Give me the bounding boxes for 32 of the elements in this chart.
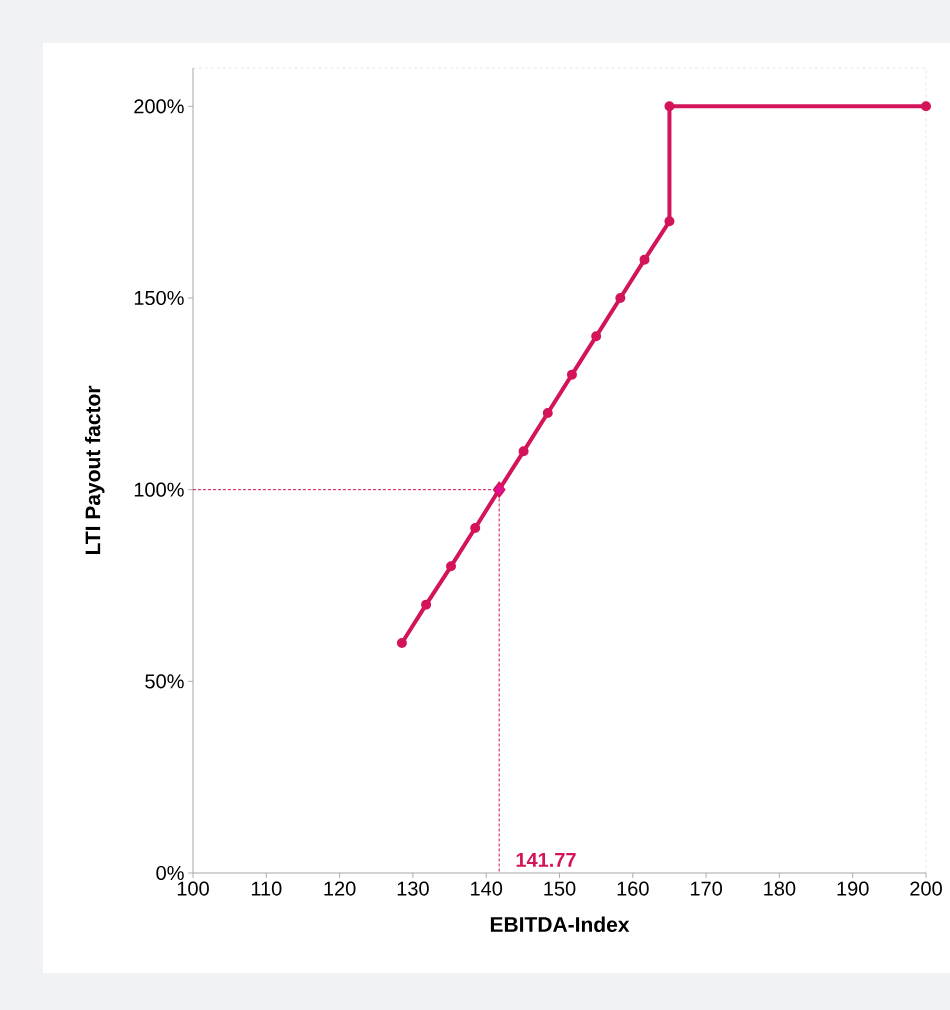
y-tick-label: 100% xyxy=(134,482,184,497)
x-axis-title: EBITDA-Index xyxy=(490,916,630,932)
y-tick-label: 50% xyxy=(145,674,184,689)
x-tick-label: 130 xyxy=(397,881,429,896)
x-tick-label: 120 xyxy=(324,881,356,896)
annotation: 141.77 xyxy=(516,853,576,867)
x-tick-label: 150 xyxy=(544,881,576,896)
point xyxy=(518,446,529,457)
y-axis-title: LTI Payout factor xyxy=(84,385,105,555)
point xyxy=(664,216,675,227)
x-tick-label: 170 xyxy=(690,881,722,896)
point xyxy=(664,101,675,112)
point xyxy=(615,292,626,303)
x-tick-label: 180 xyxy=(764,881,796,896)
point xyxy=(542,407,553,418)
x-tick-label: 110 xyxy=(251,881,282,896)
point xyxy=(591,331,602,342)
x-tick-label: 160 xyxy=(617,881,649,896)
point xyxy=(446,561,457,572)
point xyxy=(396,637,407,648)
x-tick-label: 190 xyxy=(837,881,869,896)
point xyxy=(921,101,932,112)
x-tick-label: 140 xyxy=(471,881,503,896)
x-tick-label: 100 xyxy=(177,881,209,896)
point xyxy=(566,369,577,380)
y-tick-label: 200% xyxy=(134,99,184,114)
y-tick-label: 0% xyxy=(156,865,184,881)
point xyxy=(639,254,650,265)
point xyxy=(421,599,432,610)
point xyxy=(470,522,481,533)
y-tick-label: 150% xyxy=(134,290,184,306)
x-tick-label: 200 xyxy=(910,881,942,896)
